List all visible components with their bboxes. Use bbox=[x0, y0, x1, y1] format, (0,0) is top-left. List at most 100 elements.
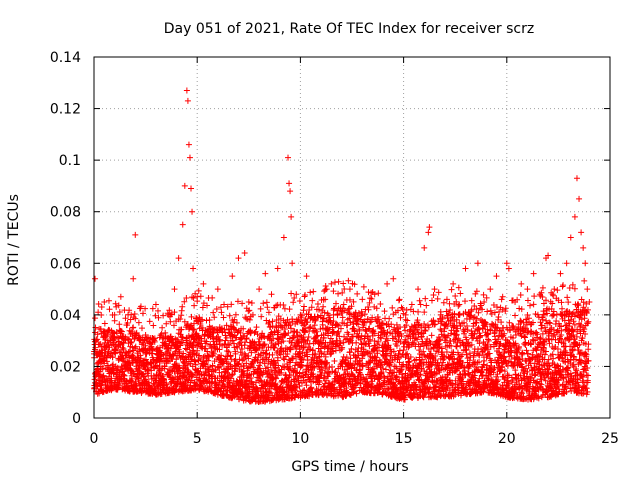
data-point bbox=[330, 288, 336, 294]
data-point bbox=[398, 315, 404, 321]
data-point bbox=[386, 316, 392, 322]
data-point bbox=[249, 300, 255, 306]
data-point bbox=[294, 329, 300, 335]
data-point bbox=[375, 290, 381, 296]
data-point bbox=[211, 314, 217, 320]
data-point bbox=[264, 304, 270, 310]
data-point bbox=[429, 332, 435, 338]
data-point bbox=[421, 309, 427, 315]
data-point bbox=[198, 293, 204, 299]
data-point bbox=[418, 301, 424, 307]
data-point bbox=[258, 314, 264, 320]
data-point bbox=[147, 318, 153, 324]
data-point bbox=[396, 297, 402, 303]
data-point bbox=[503, 305, 509, 311]
data-point bbox=[447, 307, 453, 313]
data-point bbox=[150, 322, 156, 328]
data-point bbox=[382, 308, 388, 314]
chart-title: Day 051 of 2021, Rate Of TEC Index for r… bbox=[164, 21, 534, 37]
data-point bbox=[310, 289, 316, 295]
data-point bbox=[466, 371, 472, 377]
data-point bbox=[361, 284, 367, 290]
data-point bbox=[389, 305, 395, 311]
data-point bbox=[435, 296, 441, 302]
data-point bbox=[315, 301, 321, 307]
data-point bbox=[113, 301, 119, 307]
data-point bbox=[322, 287, 328, 293]
data-point bbox=[320, 304, 326, 310]
data-points bbox=[91, 88, 592, 406]
data-point bbox=[264, 350, 270, 356]
data-point bbox=[256, 362, 262, 368]
data-point bbox=[127, 328, 133, 334]
data-point bbox=[431, 292, 437, 298]
data-point bbox=[422, 296, 428, 302]
data-point bbox=[457, 290, 463, 296]
data-point bbox=[347, 349, 353, 355]
data-point bbox=[258, 306, 264, 312]
data-point bbox=[238, 349, 244, 355]
data-point bbox=[354, 291, 360, 297]
data-point bbox=[306, 334, 312, 340]
data-point bbox=[565, 299, 571, 305]
data-point bbox=[518, 292, 524, 298]
data-point bbox=[150, 336, 156, 342]
data-point bbox=[210, 310, 216, 316]
data-point bbox=[245, 308, 251, 314]
data-point bbox=[550, 291, 556, 297]
data-point bbox=[469, 298, 475, 304]
data-point bbox=[209, 295, 215, 301]
data-point bbox=[564, 294, 570, 300]
data-point bbox=[564, 366, 570, 372]
data-point bbox=[452, 293, 458, 299]
data-point bbox=[307, 289, 313, 295]
data-point bbox=[404, 318, 410, 324]
data-point bbox=[540, 285, 546, 291]
data-point bbox=[287, 306, 293, 312]
data-point bbox=[345, 306, 351, 312]
data-point bbox=[191, 295, 197, 301]
data-point bbox=[139, 325, 145, 331]
data-point bbox=[345, 278, 351, 284]
data-point bbox=[441, 300, 447, 306]
data-point bbox=[538, 290, 544, 296]
data-point bbox=[196, 288, 202, 294]
data-point bbox=[331, 358, 337, 364]
data-point bbox=[132, 311, 138, 317]
data-point bbox=[102, 321, 108, 327]
data-point bbox=[524, 312, 530, 318]
data-point bbox=[93, 324, 99, 330]
data-point bbox=[367, 295, 373, 301]
data-point bbox=[531, 293, 537, 299]
data-point bbox=[567, 285, 573, 291]
data-point bbox=[429, 297, 435, 303]
data-point bbox=[260, 300, 266, 306]
data-point bbox=[417, 298, 423, 304]
data-point bbox=[512, 312, 518, 318]
data-point bbox=[203, 318, 209, 324]
data-point bbox=[106, 298, 112, 304]
data-point bbox=[353, 340, 359, 346]
data-point bbox=[404, 307, 410, 313]
data-point bbox=[462, 298, 468, 304]
data-point bbox=[423, 302, 429, 308]
data-point bbox=[559, 306, 565, 312]
data-point bbox=[521, 341, 527, 347]
data-point bbox=[189, 294, 195, 300]
data-point bbox=[415, 309, 421, 315]
data-point bbox=[92, 315, 98, 321]
data-point bbox=[531, 301, 537, 307]
data-point bbox=[179, 308, 185, 314]
data-point bbox=[302, 293, 308, 299]
data-point bbox=[106, 306, 112, 312]
data-point bbox=[254, 324, 260, 330]
data-point bbox=[300, 307, 306, 313]
data-point bbox=[456, 285, 462, 291]
data-point bbox=[449, 287, 455, 293]
data-point bbox=[288, 291, 294, 297]
data-point bbox=[323, 283, 329, 289]
data-point bbox=[290, 299, 296, 305]
data-point bbox=[112, 318, 118, 324]
